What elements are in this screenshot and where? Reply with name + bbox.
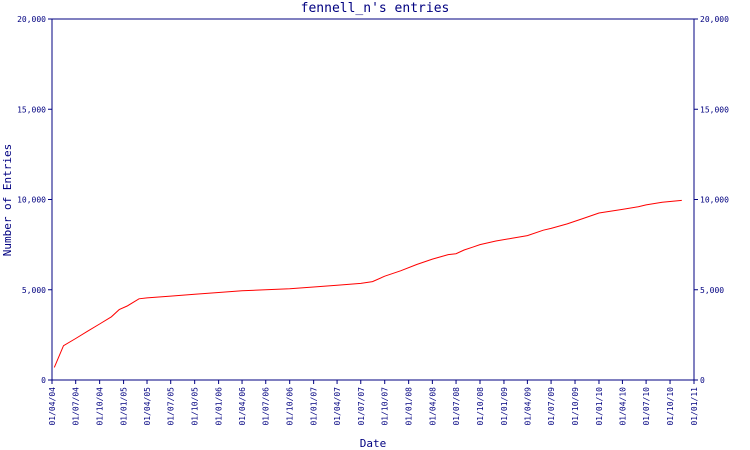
x-tick-label: 01/04/04: [48, 387, 57, 426]
x-tick-label: 01/10/07: [381, 387, 390, 426]
x-tick-label: 01/10/09: [571, 387, 580, 426]
y-tick-label: 20,000: [17, 15, 46, 24]
x-axis-title: Date: [360, 437, 387, 450]
y-tick-label-right: 5,000: [700, 286, 724, 295]
x-tick-label: 01/01/05: [120, 387, 129, 426]
x-tick-label: 01/01/09: [500, 387, 509, 426]
y-tick-label-right: 10,000: [700, 196, 729, 205]
y-tick-label: 0: [41, 376, 46, 385]
y-axis-left: 0 5,000 10,000 15,000 20,000: [17, 15, 52, 385]
x-tick-label: 01/10/10: [666, 387, 675, 426]
y-tick-label-right: 15,000: [700, 105, 729, 114]
chart-title: fennell_n's entries: [300, 1, 450, 16]
x-tick-label: 01/04/06: [238, 387, 247, 426]
x-tick-label: 01/04/09: [523, 387, 532, 426]
x-tick-label: 01/01/10: [595, 387, 604, 426]
x-tick-label: 01/04/07: [333, 387, 342, 426]
y-axis-title: Number of Entries: [1, 144, 14, 257]
y-tick-label: 5,000: [22, 286, 46, 295]
x-tick-label: 01/07/08: [452, 387, 461, 426]
x-tick-label: 01/10/08: [476, 387, 485, 426]
x-tick-label: 01/04/10: [618, 387, 627, 426]
x-tick-label: 01/01/08: [405, 387, 414, 426]
x-tick-label: 01/01/11: [690, 387, 699, 426]
y-axis-right: 0 5,000 10,000 15,000 20,000: [694, 15, 729, 385]
x-tick-label: 01/07/07: [357, 387, 366, 426]
x-tick-label: 01/01/07: [310, 387, 319, 426]
x-tick-label: 01/07/09: [547, 387, 556, 426]
x-tick-label: 01/04/08: [428, 387, 437, 426]
x-tick-label: 01/07/04: [72, 387, 81, 426]
y-tick-label: 15,000: [17, 105, 46, 114]
y-tick-label: 10,000: [17, 196, 46, 205]
x-tick-label: 01/07/06: [262, 387, 271, 426]
x-tick-label: 01/07/05: [167, 387, 176, 426]
x-tick-label: 01/07/10: [642, 387, 651, 426]
x-tick-label: 01/04/05: [143, 387, 152, 426]
y-tick-label-right: 20,000: [700, 15, 729, 24]
y-tick-label-right: 0: [700, 376, 705, 385]
x-tick-label: 01/01/06: [215, 387, 224, 426]
plot-area: [51, 18, 695, 381]
x-axis: 01/04/04 01/07/04 01/10/04 01/01/05 01/04/05…: [48, 380, 699, 426]
x-tick-label: 01/10/04: [96, 387, 105, 426]
series-line: [53, 199, 682, 368]
x-tick-label: 01/10/05: [191, 387, 200, 426]
x-tick-label: 01/10/06: [286, 387, 295, 426]
